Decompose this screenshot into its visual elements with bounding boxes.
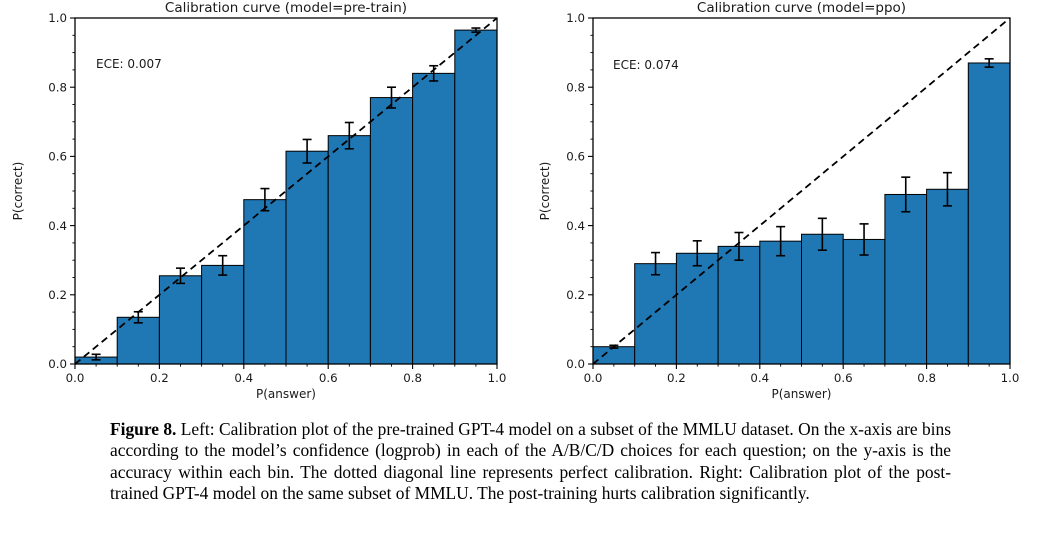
svg-text:0.2: 0.2 <box>150 371 169 385</box>
svg-text:0.8: 0.8 <box>403 371 422 385</box>
figure-caption: Figure 8. Left: Calibration plot of the … <box>110 419 951 505</box>
chart-title: Calibration curve (model=ppo) <box>696 0 907 16</box>
chart-title: Calibration curve (model=pre-train) <box>164 0 408 16</box>
x-axis-label: P(answer) <box>771 387 832 401</box>
figure-caption-text: Left: Calibration plot of the pre-traine… <box>110 419 951 504</box>
svg-text:1.0: 1.0 <box>488 371 507 385</box>
figure-caption-label: Figure 8. <box>110 419 177 439</box>
calibration-chart-ppo: Calibration curve (model=ppo) ECE: 0.074… <box>527 0 1054 412</box>
svg-text:1.0: 1.0 <box>48 11 67 25</box>
ece-annotation: ECE: 0.007 <box>96 57 162 71</box>
svg-text:0.6: 0.6 <box>566 150 585 164</box>
calibration-chart-pretrain: Calibration curve (model=pre-train) ECE:… <box>0 0 527 412</box>
svg-text:0.4: 0.4 <box>566 219 585 233</box>
plot-area: 0.0 0.2 0.4 0.6 0.8 1.0 0.0 0.2 0.4 0.6 0.8 1.0 <box>48 11 507 385</box>
svg-text:0.0: 0.0 <box>584 371 603 385</box>
svg-text:0.0: 0.0 <box>66 371 85 385</box>
svg-text:0.2: 0.2 <box>566 288 585 302</box>
svg-text:0.0: 0.0 <box>48 357 67 371</box>
svg-text:0.8: 0.8 <box>566 80 585 94</box>
svg-text:0.6: 0.6 <box>48 150 67 164</box>
svg-text:0.2: 0.2 <box>48 288 67 302</box>
ece-annotation: ECE: 0.074 <box>613 58 679 72</box>
svg-text:0.6: 0.6 <box>319 371 338 385</box>
x-axis-label: P(answer) <box>256 387 316 401</box>
svg-text:0.2: 0.2 <box>667 371 686 385</box>
svg-text:1.0: 1.0 <box>1001 371 1020 385</box>
svg-text:0.0: 0.0 <box>566 357 585 371</box>
svg-text:0.4: 0.4 <box>48 219 67 233</box>
svg-text:0.4: 0.4 <box>234 371 253 385</box>
svg-text:0.8: 0.8 <box>917 371 936 385</box>
svg-text:0.6: 0.6 <box>834 371 853 385</box>
svg-text:1.0: 1.0 <box>566 11 585 25</box>
plot-area: 0.0 0.2 0.4 0.6 0.8 1.0 0.0 0.2 0.4 0.6 0.8 1.0 <box>566 11 1020 385</box>
svg-text:0.4: 0.4 <box>750 371 769 385</box>
svg-text:0.8: 0.8 <box>48 80 67 94</box>
